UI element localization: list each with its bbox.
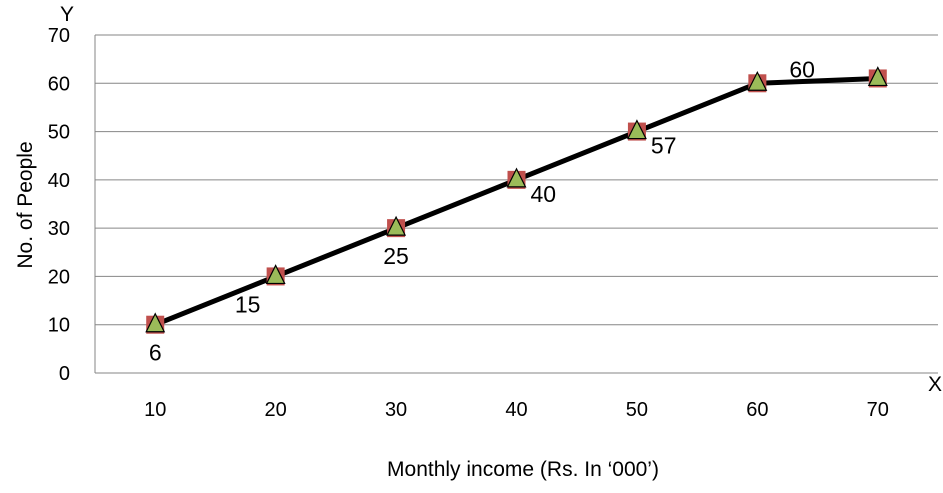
data-markers — [145, 66, 888, 334]
y-tick-label: 60 — [48, 73, 70, 95]
series-line — [152, 75, 881, 328]
x-tick-label: 60 — [746, 399, 768, 421]
y-axis-letter: Y — [60, 3, 74, 26]
data-label: 6 — [149, 340, 162, 366]
triangle-marker — [265, 264, 286, 285]
y-tick-label: 50 — [48, 122, 70, 144]
x-tick-label: 10 — [144, 399, 166, 421]
y-axis-title: No. of People — [14, 141, 37, 268]
x-axis-title: Monthly income (Rs. In ‘000’) — [387, 458, 659, 481]
data-label: 40 — [531, 181, 557, 207]
data-label: 25 — [383, 243, 409, 269]
axes — [94, 35, 938, 374]
gridlines — [95, 34, 938, 326]
y-tick-labels: 0 10 20 30 40 50 60 70 — [48, 25, 70, 385]
triangle-marker — [626, 119, 647, 140]
y-tick-label: 30 — [48, 218, 70, 240]
triangle-marker — [506, 167, 527, 188]
y-tick-label: 70 — [48, 25, 70, 47]
x-tick-labels: 10 20 30 40 50 60 70 — [144, 399, 889, 421]
y-tick-label: 20 — [48, 266, 70, 288]
series-line — [152, 75, 881, 328]
data-label: 60 — [789, 56, 815, 82]
data-label: 15 — [235, 291, 261, 317]
x-tick-label: 30 — [385, 399, 407, 421]
x-axis-letter: X — [928, 373, 942, 396]
y-tick-label: 0 — [59, 363, 70, 385]
x-tick-label: 40 — [505, 399, 527, 421]
x-tick-label: 20 — [265, 399, 287, 421]
y-tick-label: 10 — [48, 315, 70, 337]
data-label: 57 — [651, 133, 677, 159]
x-tick-label: 50 — [626, 399, 648, 421]
triangle-marker — [145, 312, 166, 333]
triangle-marker — [386, 215, 407, 236]
triangle-marker — [867, 66, 888, 87]
y-tick-label: 40 — [48, 170, 70, 192]
data-labels: 6 15 25 40 57 60 — [149, 56, 815, 365]
x-tick-label: 70 — [867, 399, 889, 421]
triangle-marker — [747, 70, 768, 91]
